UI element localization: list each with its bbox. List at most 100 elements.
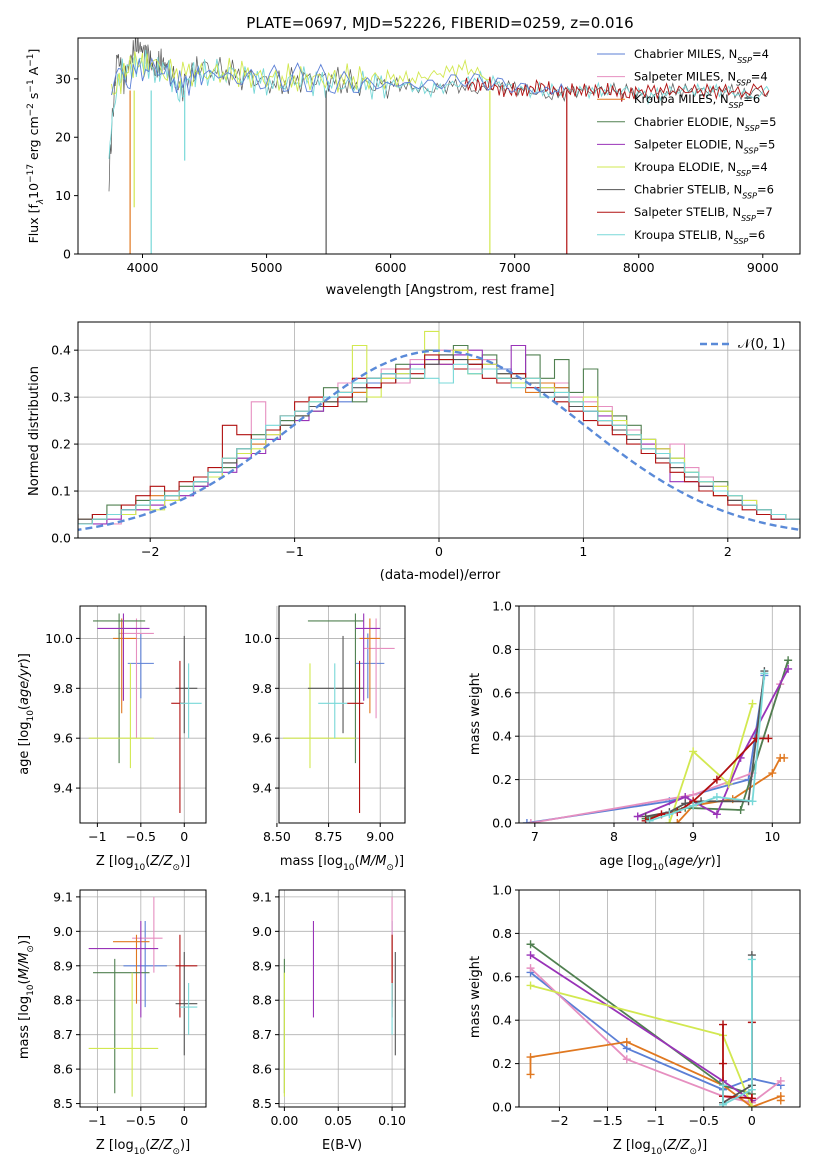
x-tick-label: 8 xyxy=(610,829,618,844)
x-tick-label: 8.50 xyxy=(263,829,291,844)
p2-grid xyxy=(80,606,206,823)
weight-marker-kroupa_stelib xyxy=(712,792,721,801)
x-tick-label: −0.5 xyxy=(689,1113,719,1128)
x-tick-label: −2 xyxy=(550,1113,568,1128)
weight-marker-kroupa_stelib xyxy=(719,1100,728,1107)
weight-marker-kroupa_miles xyxy=(526,1070,535,1079)
residuals-panel: −2 −1 0 1 2 0.0 0.1 0.2 0.3 0.4 xyxy=(51,321,801,559)
p7-plot-area xyxy=(526,940,785,1107)
mass-vs-Z-ylabel: mass [log10(M/M⊙)] xyxy=(17,935,36,1059)
p4-plot-area xyxy=(522,656,793,823)
residuals-legend: 𝒩(0, 1) xyxy=(700,337,785,352)
y-tick-label: 8.9 xyxy=(53,958,73,973)
x-tick-label: −1 xyxy=(88,829,106,844)
x-tick-label: 5000 xyxy=(251,260,283,275)
x-tick-label: 4000 xyxy=(127,260,159,275)
y-tick-label: 8.5 xyxy=(53,1096,73,1111)
y-tick-label: 9.8 xyxy=(53,681,73,696)
spectrum-ylabel: Flux [fλ10−17 erg cm−2 s−1 A−1] xyxy=(26,49,46,244)
x-tick-label: −1 xyxy=(88,1113,106,1128)
weight-marker-salpeter_miles xyxy=(526,964,535,973)
p3-frame xyxy=(278,605,406,824)
weight-vs-age-xlabel: age [log10(age/yr)] xyxy=(599,854,721,873)
weight-marker-salpeter_miles xyxy=(526,819,535,823)
mass-vs-Z-xlabel: Z [log10(Z/Z⊙)] xyxy=(96,1138,190,1157)
y-tick-label: 9.4 xyxy=(252,781,272,796)
x-tick-label: 7 xyxy=(531,829,539,844)
spectrum-panel: 4000 5000 6000 7000 8000 9000 0 10 20 30 xyxy=(55,37,801,275)
weight-marker-salpeter_stelib xyxy=(719,1059,728,1068)
weight-vs-Z-ylabel: mass weight xyxy=(468,956,483,1038)
y-tick-label: 0.4 xyxy=(492,1013,512,1028)
weight-marker-kroupa_elodie xyxy=(724,779,733,788)
legend-entry-normal: 𝒩(0, 1) xyxy=(738,337,785,352)
p2-frame xyxy=(79,605,207,824)
weight-marker-kroupa_stelib xyxy=(748,797,757,806)
weight-line-salpeter_elodie xyxy=(637,668,789,818)
spectrum-line-salpeter_stelib xyxy=(464,76,770,102)
y-tick-label: 0.3 xyxy=(51,390,71,405)
y-tick-label: 8.7 xyxy=(53,1027,73,1042)
y-tick-label: 8.5 xyxy=(252,1096,272,1111)
y-tick-label: 8.7 xyxy=(252,1027,272,1042)
x-tick-label: 0.10 xyxy=(378,1113,406,1128)
weight-line-kroupa_stelib xyxy=(649,673,766,822)
p3-plot-area xyxy=(283,613,395,814)
spectrum-line-chabrier_miles xyxy=(111,57,565,96)
y-tick-label: 9.0 xyxy=(53,924,73,939)
age-vs-mass-panel: 8.50 8.75 9.00 9.4 9.6 9.8 10.0 xyxy=(244,605,406,844)
p7-frame xyxy=(518,889,801,1108)
p1-plot-area xyxy=(78,330,800,532)
age-vs-Z-xlabel: Z [log10(Z/Z⊙)] xyxy=(96,854,190,873)
y-tick-label: 10.0 xyxy=(45,631,73,646)
legend-entry-chabrier_elodie: Chabrier ELODIE, NSSP=5 xyxy=(634,115,776,133)
y-tick-label: 9.1 xyxy=(252,889,272,904)
y-tick-label: 8.6 xyxy=(53,1062,73,1077)
legend-entry-salpeter_miles: Salpeter MILES, NSSP=4 xyxy=(634,70,768,88)
x-tick-label: −2 xyxy=(141,544,159,559)
weight-marker-salpeter_miles xyxy=(622,1055,631,1064)
weight-marker-salpeter_miles xyxy=(776,1076,785,1085)
x-tick-label: 0 xyxy=(180,829,188,844)
spectrum-xlabel: wavelength [Angstrom, rest frame] xyxy=(326,283,555,298)
weight-marker-chabrier_elodie xyxy=(526,940,535,949)
weight-vs-Z-xlabel: Z [log10(Z/Z⊙)] xyxy=(613,1138,707,1157)
y-tick-label: 9.8 xyxy=(252,681,272,696)
p2-plot-area xyxy=(88,613,202,814)
y-tick-label: 0.2 xyxy=(492,1056,512,1071)
weight-marker-kroupa_stelib xyxy=(645,816,654,823)
weight-marker-kroupa_miles xyxy=(776,1096,785,1105)
weight-line-kroupa_stelib xyxy=(722,959,753,1107)
p0-plot-area xyxy=(108,38,770,254)
weight-marker-salpeter_elodie xyxy=(712,810,721,819)
spectrum-legend: Chabrier MILES, NSSP=4 Salpeter MILES, NS… xyxy=(597,47,776,245)
x-tick-label: 2 xyxy=(724,544,732,559)
y-tick-label: 0.0 xyxy=(51,531,71,546)
weight-marker-kroupa_miles xyxy=(526,1053,535,1062)
x-tick-label: 8.75 xyxy=(315,829,343,844)
p5-frame xyxy=(79,889,207,1108)
legend-entry-kroupa_miles: Kroupa MILES, NSSP=6 xyxy=(634,92,760,110)
x-tick-label: 0 xyxy=(748,1113,756,1128)
x-tick-label: 6000 xyxy=(375,260,407,275)
weight-marker-kroupa_miles xyxy=(673,819,682,823)
weight-line-kroupa_elodie xyxy=(530,984,753,1107)
x-tick-label: 9.00 xyxy=(366,829,394,844)
x-tick-label: 0.05 xyxy=(324,1113,352,1128)
weight-marker-salpeter_elodie xyxy=(784,664,793,673)
y-tick-label: 0 xyxy=(63,247,71,262)
residuals-ylabel: Normed distribution xyxy=(27,366,42,496)
x-tick-label: 1 xyxy=(579,544,587,559)
p4-frame xyxy=(518,605,801,824)
weight-marker-kroupa_stelib xyxy=(719,1081,728,1090)
y-tick-label: 0.2 xyxy=(492,772,512,787)
weight-marker-chabrier_elodie xyxy=(736,805,745,814)
y-tick-label: 0.4 xyxy=(51,343,71,358)
y-tick-label: 1.0 xyxy=(492,599,512,614)
weight-marker-kroupa_elodie xyxy=(526,981,535,990)
y-tick-label: 1.0 xyxy=(492,883,512,898)
weight-marker-kroupa_miles xyxy=(768,769,777,778)
age-vs-Z-ylabel: age [log10(age/yr)] xyxy=(17,653,36,775)
x-tick-label: −0.5 xyxy=(126,1113,156,1128)
